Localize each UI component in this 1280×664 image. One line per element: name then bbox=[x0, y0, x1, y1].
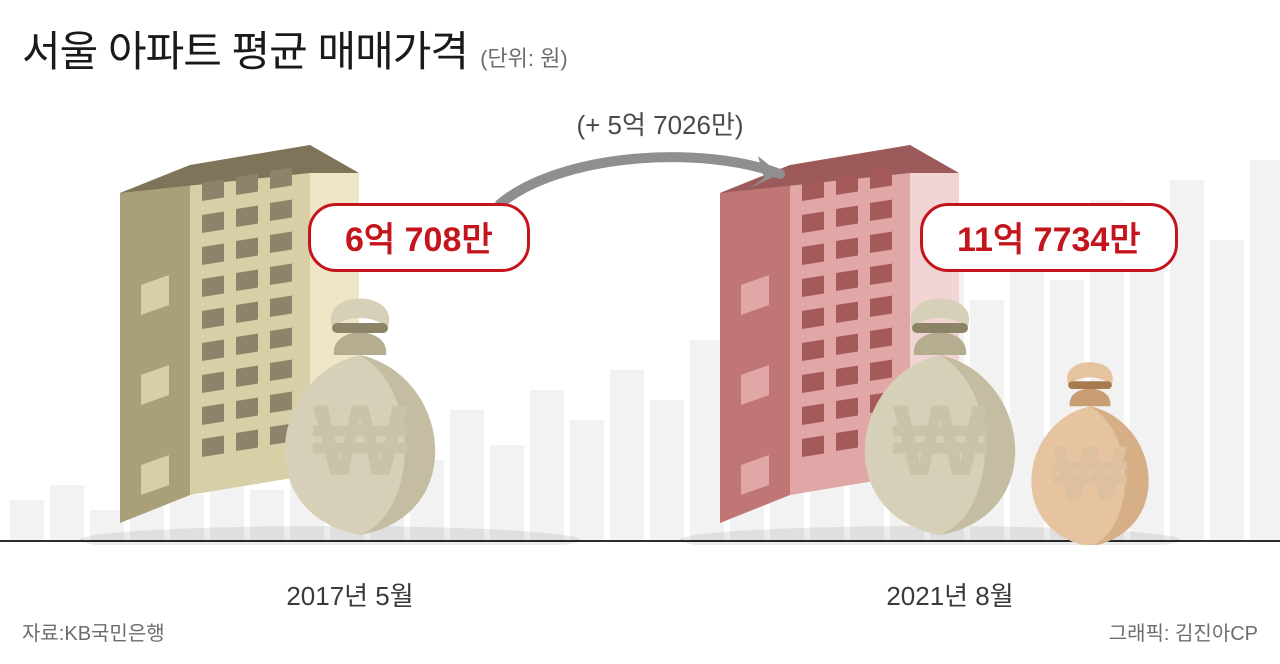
date-label-2021: 2021년 8월 bbox=[670, 576, 1230, 613]
svg-text:₩: ₩ bbox=[893, 385, 988, 497]
arrow-icon bbox=[480, 144, 840, 214]
price-pill-2017: 6억 708만 bbox=[308, 203, 530, 272]
increase-arrow-group: (+ 5억 7026만) bbox=[480, 105, 840, 219]
unit-label: (단위: 원) bbox=[480, 41, 568, 73]
date-label-2017: 2017년 5월 bbox=[70, 576, 630, 613]
increase-label: (+ 5억 7026만) bbox=[480, 105, 840, 142]
title-row: 서울 아파트 평균 매매가격 (단위: 원) bbox=[22, 18, 568, 79]
svg-text:₩: ₩ bbox=[313, 385, 408, 497]
svg-text:₩: ₩ bbox=[1053, 429, 1127, 517]
chart-title: 서울 아파트 평균 매매가격 bbox=[22, 18, 468, 79]
credit-label: 그래픽: 김진아CP bbox=[1109, 617, 1258, 646]
infographic-canvas: 서울 아파트 평균 매매가격 (단위: 원) (+ 5억 7026만) ₩ 6억… bbox=[0, 0, 1280, 664]
price-pill-2021: 11억 7734만 bbox=[920, 203, 1178, 272]
source-label: 자료:KB국민은행 bbox=[22, 617, 165, 646]
